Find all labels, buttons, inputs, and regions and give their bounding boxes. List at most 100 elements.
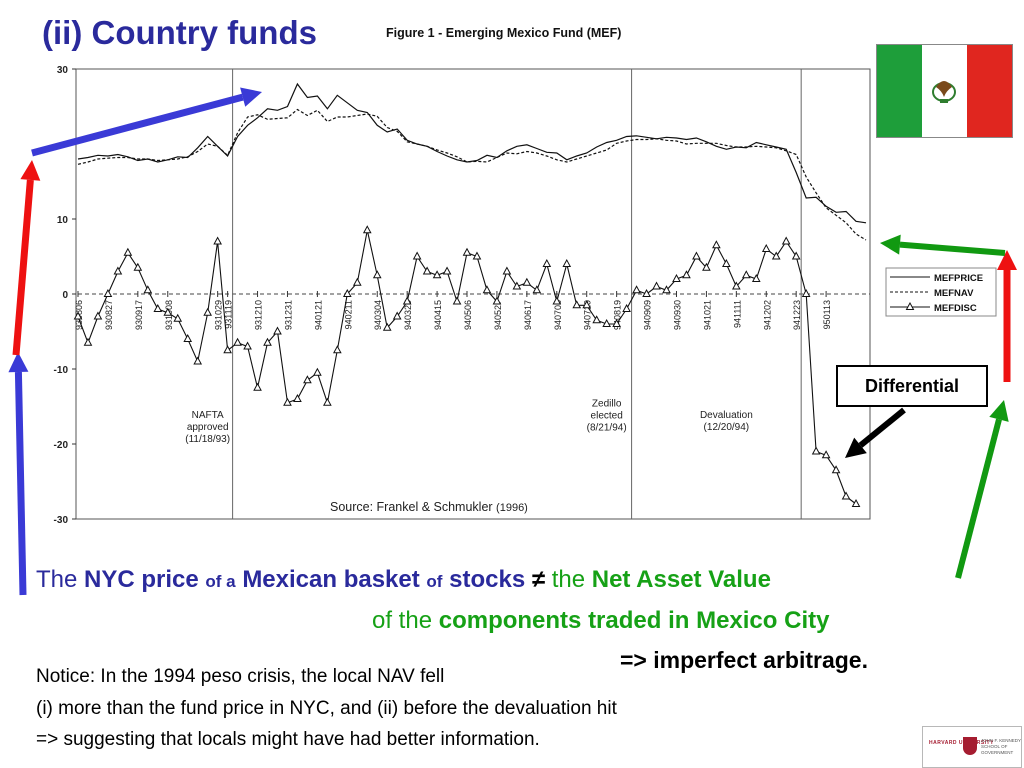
event-annotation: elected [591, 411, 623, 422]
x-tick-label: 940325 [403, 300, 413, 330]
conclusion-text: => imperfect arbitrage. [620, 647, 868, 673]
stmt-the: The [36, 566, 78, 593]
series-line-mefprice [77, 82, 867, 224]
stmt-not-equal: ≠ [531, 566, 546, 593]
x-tick-label: 940617 [523, 300, 533, 330]
mefdisc-point [253, 382, 262, 391]
stmt-stocks: stocks [449, 566, 526, 593]
event-annotation: Devaluation [700, 410, 753, 421]
mefdisc-point [73, 311, 83, 320]
x-tick-label: 940415 [433, 300, 443, 330]
mefdisc-point [622, 303, 631, 312]
red-arrow-right-up-icon [997, 250, 1017, 382]
event-annotation: (11/18/93) [185, 434, 230, 445]
mefdisc-point [672, 273, 681, 282]
mefdisc-point [243, 341, 252, 350]
mefdisc-point [791, 251, 801, 260]
mefdisc-point [482, 285, 492, 294]
shield-icon [963, 737, 977, 755]
mefdisc-point [303, 375, 312, 384]
x-tick-label: 940506 [463, 300, 473, 330]
mefdisc-point [771, 251, 781, 260]
mefdisc-point [163, 307, 173, 316]
mefdisc-point [811, 446, 821, 455]
event-annotation: NAFTA [192, 410, 224, 421]
mefdisc-point [462, 247, 472, 256]
mefdisc-point [851, 498, 861, 507]
mefdisc-point [213, 236, 222, 245]
mefdisc-point [323, 397, 332, 406]
mefdisc-point [93, 311, 103, 320]
mefdisc-point [781, 236, 791, 245]
logo-text-right: JOHN F. KENNEDY SCHOOL OF GOVERNMENT [981, 738, 1021, 756]
event-annotation: (12/20/94) [704, 422, 750, 433]
mefdisc-point [572, 300, 582, 309]
mefdisc-point [492, 296, 502, 305]
black-arrow-icon [845, 407, 906, 458]
mefdisc-point [402, 296, 412, 305]
blue-arrow-right-icon [31, 87, 262, 157]
mefdisc-point [512, 281, 522, 290]
figure-title: Figure 1 - Emerging Mexico Fund (MEF) [386, 26, 622, 40]
green-arrow-up-icon-head [989, 400, 1009, 422]
y-tick-label: -20 [54, 440, 69, 451]
mefdisc-point [452, 296, 462, 305]
mefdisc-point [522, 277, 532, 286]
legend-label: MEFNAV [934, 288, 974, 299]
stmt-components: components traded in Mexico City [438, 607, 830, 634]
y-tick-label: -30 [54, 515, 69, 526]
legend-box [885, 267, 997, 317]
x-tick-label: 940304 [373, 300, 383, 330]
series-line-mefdisc [77, 230, 857, 505]
blue-arrow-right-icon-head [240, 87, 262, 107]
mefdisc-point [831, 465, 841, 474]
flag-emblem-icon [932, 81, 956, 103]
source-year: (1996) [496, 502, 528, 514]
mefdisc-point [103, 288, 113, 297]
mefdisc-point [372, 270, 382, 279]
mefdisc-point [123, 247, 133, 256]
blue-arrow-up-icon [8, 352, 29, 596]
notice-line-1: Notice: In the 1994 peso crisis, the loc… [36, 666, 445, 687]
mefdisc-point [682, 270, 691, 279]
stmt-of-the: of the [372, 607, 433, 634]
mefdisc-point [333, 345, 342, 354]
x-tick-label: 930917 [134, 300, 144, 330]
x-tick-label: 940211 [343, 300, 353, 329]
mefdisc-point [223, 345, 232, 354]
mefdisc-point [362, 225, 372, 234]
x-tick-label: 940708 [553, 300, 563, 330]
statement-line-2: of the components traded in Mexico City [372, 607, 829, 635]
mefdisc-point [352, 277, 362, 286]
mefdisc-point [422, 266, 432, 275]
red-arrow-right-up-icon-head [997, 250, 1017, 270]
x-tick-label: 950113 [822, 300, 832, 329]
green-arrow-up-icon [955, 400, 1009, 579]
mefdisc-point [692, 251, 701, 260]
black-arrow-icon-head [845, 437, 867, 458]
y-tick-label: 30 [57, 65, 69, 76]
x-tick-label: 931029 [214, 300, 224, 330]
mefdisc-point [761, 243, 771, 252]
mefdisc-point [582, 300, 592, 309]
flag-green-band [877, 45, 922, 137]
x-tick-label: 941223 [792, 300, 802, 330]
mefdisc-point [592, 315, 602, 324]
mefdisc-point [313, 367, 322, 376]
statement-line-1: The NYC price of a Mexican basket of sto… [36, 566, 771, 594]
mefdisc-point [841, 491, 851, 500]
green-arrow-left-icon-head [880, 234, 901, 255]
x-tick-label: 941021 [702, 300, 712, 330]
mefdisc-point [821, 450, 831, 459]
mefdisc-point [233, 337, 242, 346]
mefdisc-point [293, 393, 302, 402]
source-main: Source: Frankel & Schmukler [330, 500, 493, 514]
x-tick-label: 940819 [613, 300, 623, 330]
stmt-the-2: the [551, 566, 586, 593]
differential-callout: Differential [836, 365, 988, 407]
mefdisc-point [741, 270, 751, 279]
red-arrow-up-icon-head [20, 160, 41, 181]
y-tick-label: 10 [57, 215, 69, 226]
stmt-of-a: of a [205, 572, 236, 591]
